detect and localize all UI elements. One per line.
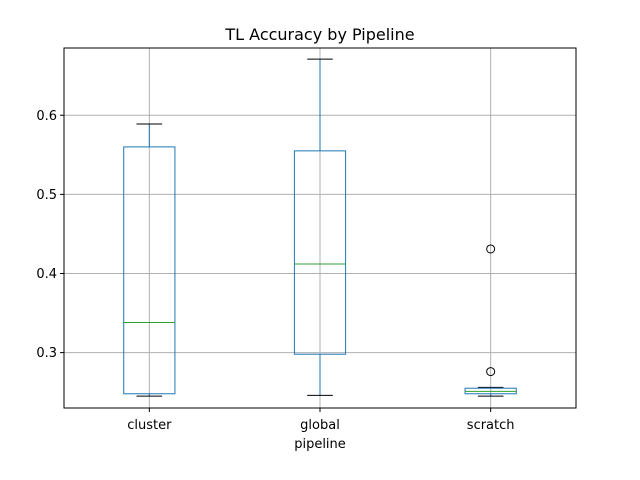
box-global bbox=[293, 58, 347, 396]
box-iqr bbox=[293, 150, 347, 355]
y-axis: 0.3 0.4 0.5 0.6 bbox=[36, 109, 64, 361]
outlier-point bbox=[486, 367, 496, 377]
y-tick-label: 0.4 bbox=[36, 267, 57, 282]
box-cluster bbox=[123, 123, 176, 397]
x-axis-label: pipeline bbox=[294, 437, 346, 452]
x-tick-label: scratch bbox=[467, 418, 515, 433]
y-tick-label: 0.6 bbox=[36, 109, 57, 124]
x-axis: cluster global scratch bbox=[127, 408, 515, 433]
y-tick-label: 0.5 bbox=[36, 188, 57, 203]
outlier-point bbox=[486, 244, 496, 254]
boxes bbox=[123, 58, 517, 397]
y-tick-label: 0.3 bbox=[36, 346, 57, 361]
box-scratch bbox=[464, 244, 517, 397]
x-tick-label: global bbox=[300, 418, 340, 433]
chart-title: TL Accuracy by Pipeline bbox=[224, 25, 414, 44]
x-tick-label: cluster bbox=[127, 418, 172, 433]
box-iqr bbox=[123, 146, 176, 395]
